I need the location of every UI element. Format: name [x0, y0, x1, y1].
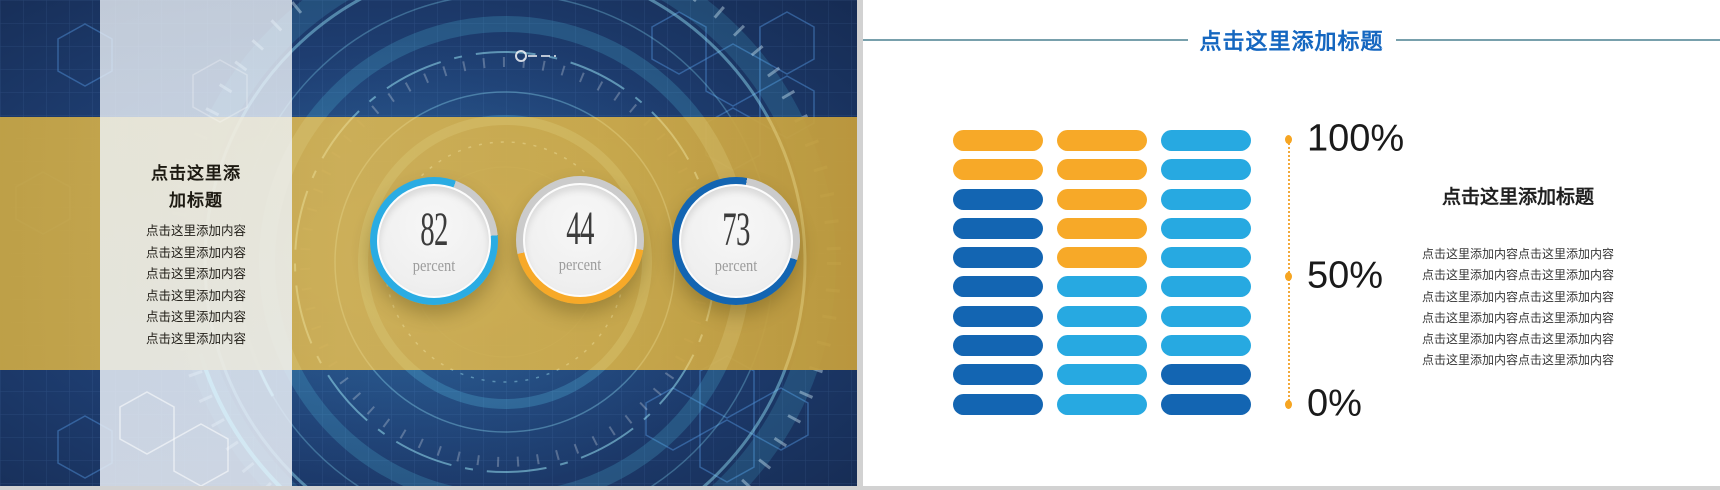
right-slide-title[interactable]: 点击这里添加标题	[1199, 29, 1384, 54]
right-text-placeholder[interactable]: 点击这里添加标题 点击这里添加内容点击这里添加内容 点击这里添加内容点击这里添加内…	[1388, 186, 1648, 372]
pill-cell-r10-c1	[953, 393, 1043, 415]
gauge-face: 73 percent	[679, 184, 793, 298]
gauge-unit: percent	[558, 254, 602, 274]
left-text-placeholder[interactable]: 点击这里添 加标题 点击这里添加内容 点击这里添加内容 点击这里添加内容 点击这里添加…	[100, 160, 292, 351]
pill-cell-r10-c2	[1057, 393, 1147, 415]
percent-gauge-44: 44 percent	[516, 176, 644, 304]
gauge-value: 73	[722, 202, 750, 256]
pill-cell-r2-c3	[1161, 159, 1251, 181]
pill-cell-r7-c1	[953, 305, 1043, 327]
gauge-face: 82 percent	[377, 184, 491, 298]
pill-cell-r2-c2	[1057, 159, 1147, 181]
light-vertical-band	[100, 0, 292, 486]
placeholder-content-line: 点击这里添加内容	[145, 331, 246, 346]
percent-gauge-73: 73 percent	[672, 177, 800, 305]
pill-cell-r7-c2	[1057, 305, 1147, 327]
pill-cell-r9-c2	[1057, 364, 1147, 386]
pill-cell-r8-c2	[1057, 335, 1147, 357]
placeholder-content-line: 点击这里添加内容点击这里添加内容	[1421, 268, 1614, 283]
gauge-unit: percent	[714, 255, 758, 275]
pill-cell-r7-c3	[1161, 305, 1251, 327]
pill-cell-r9-c1	[953, 364, 1043, 386]
percent-gauges: 82 percent 44 percent 73 percent	[0, 0, 857, 486]
left-title-line1: 点击这里添	[151, 164, 241, 183]
light-band-hex-texture	[119, 59, 248, 486]
pill-cell-r9-c3	[1161, 364, 1251, 386]
gauge-face: 44 percent	[523, 183, 637, 297]
axis-label-0: 0%	[1307, 382, 1362, 425]
title-rule-left	[863, 39, 1188, 41]
pill-cell-r5-c3	[1161, 247, 1251, 269]
placeholder-content-line: 点击这里添加内容点击这里添加内容	[1421, 353, 1614, 368]
slide-left[interactable]: 点击这里添 加标题 点击这里添加内容 点击这里添加内容 点击这里添加内容 点击这里添加…	[0, 0, 857, 486]
placeholder-content-line: 点击这里添加内容	[145, 310, 246, 325]
pill-cell-r10-c3	[1161, 393, 1251, 415]
pill-cell-r5-c2	[1057, 247, 1147, 269]
pill-cell-r8-c1	[953, 335, 1043, 357]
left-title: 点击这里添 加标题	[100, 160, 292, 214]
pill-cell-r6-c2	[1057, 276, 1147, 298]
title-rule-right	[1395, 39, 1720, 41]
axis-label-100: 100%	[1307, 117, 1405, 160]
right-subtitle: 点击这里添加标题	[1441, 187, 1594, 208]
left-content-lines: 点击这里添加内容 点击这里添加内容 点击这里添加内容 点击这里添加内容 点击这里添加内容…	[100, 221, 292, 351]
pill-cell-r4-c3	[1161, 217, 1251, 239]
pill-cell-r4-c1	[953, 217, 1043, 239]
pill-cell-r2-c1	[953, 159, 1043, 181]
pill-cell-r1-c3	[1161, 130, 1251, 151]
pill-cell-r5-c1	[953, 247, 1043, 269]
pill-cell-r6-c3	[1161, 276, 1251, 298]
pill-cell-r6-c1	[953, 276, 1043, 298]
right-title-row: 点击这里添加标题	[863, 28, 1720, 54]
gauge-value: 44	[566, 201, 594, 255]
gauge-unit: percent	[412, 255, 456, 275]
axis-dot	[1285, 400, 1292, 409]
pill-cell-r4-c2	[1057, 217, 1147, 239]
placeholder-content-line: 点击这里添加内容	[145, 267, 246, 282]
axis-dot	[1285, 272, 1292, 281]
placeholder-content-line: 点击这里添加内容点击这里添加内容	[1421, 310, 1614, 325]
pill-chart	[953, 130, 1251, 415]
percent-gauge-82: 82 percent	[370, 177, 498, 305]
axis-label-50: 50%	[1307, 254, 1384, 297]
pill-cell-r1-c1	[953, 130, 1043, 151]
pill-cell-r3-c3	[1161, 188, 1251, 210]
slide-right[interactable]: 点击这里添加标题 100% 50% 0% 点击这里添加标题 点击这里添加内容点击这里…	[863, 0, 1720, 486]
pill-cell-r8-c3	[1161, 335, 1251, 357]
pill-cell-r3-c1	[953, 188, 1043, 210]
pill-cell-r1-c2	[1057, 130, 1147, 151]
axis-dot	[1285, 135, 1292, 144]
pill-cell-r3-c2	[1057, 188, 1147, 210]
placeholder-content-line: 点击这里添加内容点击这里添加内容	[1421, 289, 1614, 304]
placeholder-content-line: 点击这里添加内容	[145, 224, 246, 238]
left-title-line2: 加标题	[169, 191, 223, 210]
placeholder-content-line: 点击这里添加内容	[145, 245, 246, 260]
placeholder-content-line: 点击这里添加内容点击这里添加内容	[1421, 332, 1614, 347]
gauge-value: 82	[420, 202, 448, 256]
placeholder-content-line: 点击这里添加内容	[145, 288, 246, 303]
right-content-lines: 点击这里添加内容点击这里添加内容 点击这里添加内容点击这里添加内容 点击这里添加内容…	[1388, 244, 1648, 372]
placeholder-content-line: 点击这里添加内容点击这里添加内容	[1421, 247, 1614, 261]
